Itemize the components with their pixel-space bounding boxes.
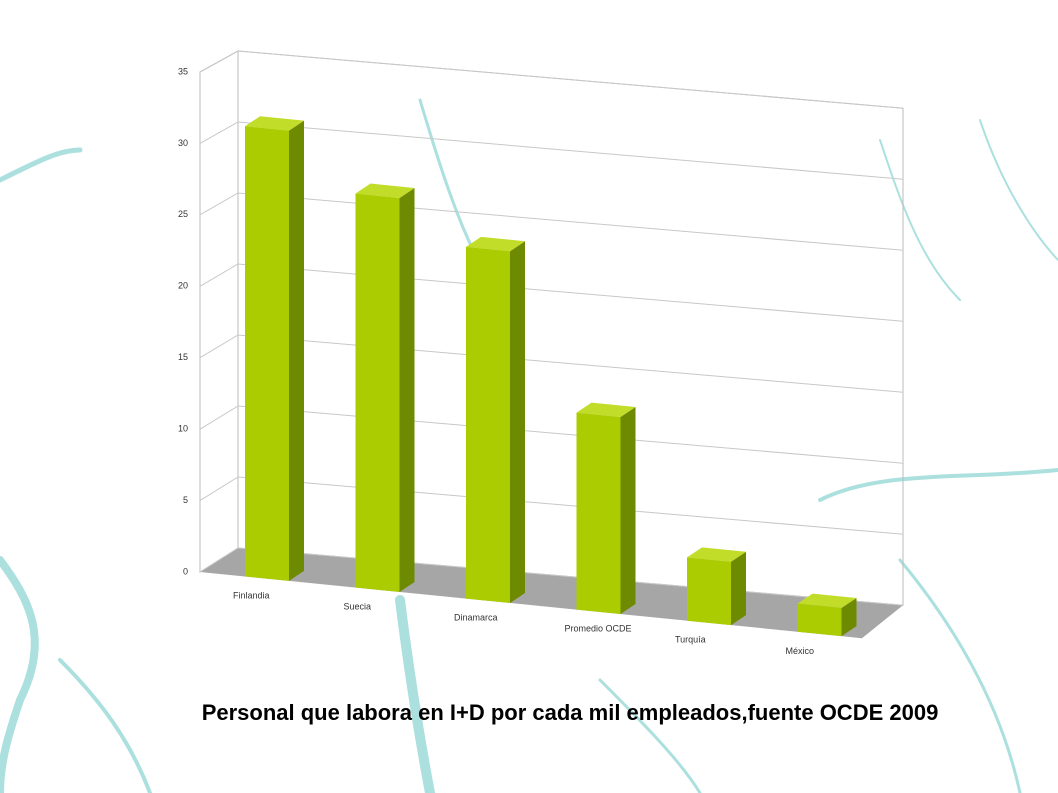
x-tick-label: Finlandia bbox=[233, 591, 270, 601]
bar-side bbox=[399, 187, 415, 592]
bar-side bbox=[289, 120, 304, 581]
bar bbox=[687, 547, 746, 626]
bar-side bbox=[841, 598, 857, 637]
y-tick-label: 30 bbox=[178, 138, 188, 148]
y-tick-label: 0 bbox=[183, 566, 188, 576]
y-tick-label: 5 bbox=[183, 495, 188, 505]
y-tick-label: 10 bbox=[178, 424, 188, 434]
chart-title: Personal que labora en I+D por cada mil … bbox=[202, 700, 939, 725]
x-tick-label: México bbox=[786, 646, 815, 656]
bar-front bbox=[797, 603, 842, 637]
side-wall bbox=[199, 50, 239, 573]
bar bbox=[355, 183, 415, 592]
bar-side bbox=[620, 407, 636, 615]
x-tick-label: Turquía bbox=[675, 635, 706, 645]
x-tick-label: Promedio OCDE bbox=[565, 624, 632, 634]
x-tick-label: Dinamarca bbox=[454, 613, 498, 623]
bar-top bbox=[687, 547, 746, 562]
grid-line bbox=[199, 405, 904, 464]
grid-line bbox=[199, 263, 904, 322]
grid-line bbox=[199, 476, 904, 535]
grid-line bbox=[199, 50, 904, 109]
bar-front bbox=[355, 193, 400, 592]
bar-top bbox=[245, 116, 304, 131]
bar bbox=[245, 116, 304, 581]
bar-side bbox=[731, 551, 746, 626]
bar-top bbox=[576, 402, 636, 418]
bar-top bbox=[466, 236, 525, 252]
grid-line bbox=[199, 121, 904, 180]
y-tick-label: 15 bbox=[178, 352, 188, 362]
y-tick-label: 20 bbox=[178, 281, 188, 291]
bar-front bbox=[245, 126, 289, 581]
grid-line bbox=[199, 547, 904, 606]
x-tick-label: Suecia bbox=[344, 602, 372, 612]
grid-line bbox=[199, 334, 904, 393]
bar bbox=[797, 593, 857, 637]
background-veins bbox=[0, 98, 1058, 793]
bar-top bbox=[355, 183, 415, 198]
bar-top bbox=[797, 593, 857, 609]
bar bbox=[576, 402, 636, 615]
bar-front bbox=[466, 246, 510, 604]
plot-area: 0 5 10 15 20 25 30 35 Finlandia Suecia Dinamarca Pr… bbox=[178, 50, 904, 656]
y-tick-label: 25 bbox=[178, 209, 188, 219]
grid-line bbox=[199, 192, 904, 251]
bar bbox=[466, 236, 525, 604]
bar-side bbox=[510, 241, 525, 603]
y-tick-label: 35 bbox=[178, 66, 188, 76]
bar-front bbox=[576, 412, 621, 615]
back-wall bbox=[237, 50, 904, 606]
bar-front bbox=[687, 557, 731, 626]
